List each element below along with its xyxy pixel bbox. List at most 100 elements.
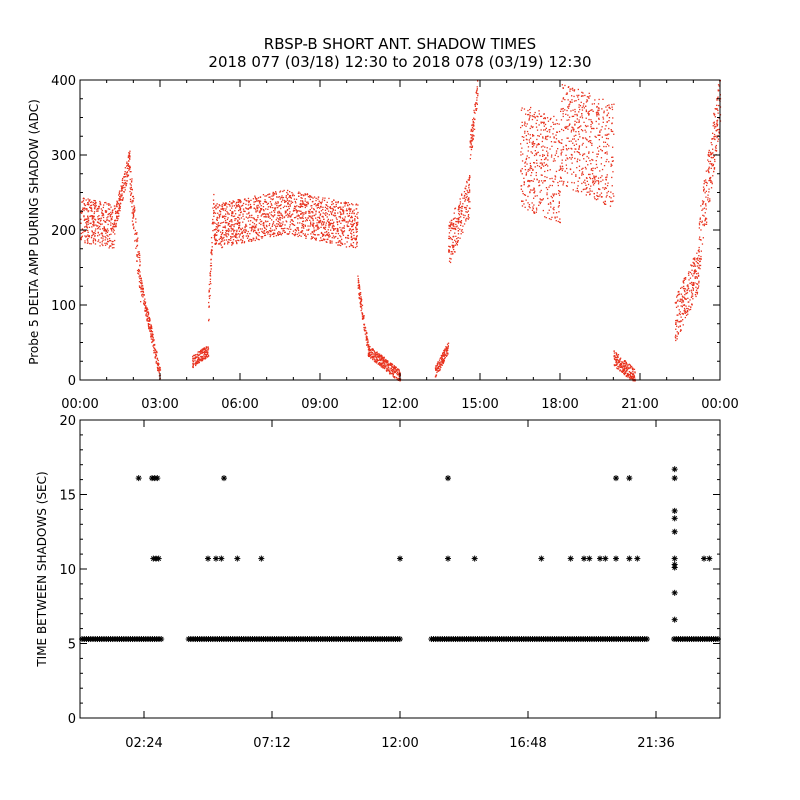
amplitude-point [301, 213, 303, 215]
amplitude-point [712, 132, 714, 134]
amplitude-point [226, 210, 228, 213]
amplitude-point [605, 176, 607, 179]
amplitude-point [238, 200, 240, 202]
amplitude-point [286, 199, 289, 201]
amplitude-point [304, 217, 307, 219]
amplitude-point [705, 223, 708, 225]
amplitude-point [284, 201, 286, 203]
amplitude-point [120, 194, 122, 196]
amplitude-point [81, 201, 84, 203]
amplitude-point [336, 230, 338, 232]
amplitude-point [370, 356, 372, 359]
amplitude-point [698, 285, 700, 287]
amplitude-point [222, 240, 224, 242]
amplitude-point [451, 219, 453, 221]
amplitude-point [245, 216, 247, 218]
amplitude-point [628, 363, 630, 365]
amplitude-point [335, 217, 337, 219]
amplitude-point [527, 146, 530, 148]
amplitude-point [86, 226, 88, 228]
amplitude-point [448, 245, 450, 247]
amplitude-point [347, 202, 349, 204]
amplitude-point [571, 87, 574, 89]
amplitude-point [698, 257, 701, 260]
amplitude-point [705, 208, 707, 210]
amplitude-point [366, 338, 368, 340]
amplitude-point [159, 368, 161, 371]
amplitude-point [571, 156, 573, 159]
amplitude-point [351, 216, 353, 219]
amplitude-point [470, 154, 472, 156]
amplitude-point [120, 195, 123, 197]
amplitude-point [210, 283, 212, 285]
amplitude-point [231, 236, 233, 238]
amplitude-point [682, 313, 684, 315]
amplitude-point [310, 215, 312, 217]
amplitude-point [524, 122, 526, 125]
amplitude-point [226, 236, 228, 238]
amplitude-point [143, 303, 145, 305]
amplitude-point [342, 231, 345, 233]
amplitude-point [221, 246, 224, 248]
amplitude-point [332, 209, 334, 211]
amplitude-point [540, 167, 542, 170]
amplitude-point [247, 235, 250, 238]
amplitude-point [549, 169, 551, 171]
amplitude-point [447, 352, 449, 354]
amplitude-point [296, 205, 298, 207]
amplitude-point [313, 208, 315, 210]
amplitude-point [302, 205, 304, 208]
amplitude-point [239, 211, 242, 214]
amplitude-point [353, 209, 355, 211]
amplitude-point [100, 208, 102, 210]
amplitude-point [218, 204, 220, 206]
amplitude-point [219, 224, 221, 227]
amplitude-point [591, 142, 593, 145]
amplitude-point [628, 371, 630, 373]
amplitude-point [109, 215, 111, 217]
amplitude-point [94, 200, 96, 202]
amplitude-point [230, 226, 232, 228]
amplitude-point [451, 245, 454, 247]
amplitude-point [269, 223, 271, 225]
amplitude-point [229, 201, 231, 203]
amplitude-point [698, 249, 700, 251]
amplitude-point [308, 212, 310, 214]
amplitude-point [541, 199, 544, 201]
amplitude-point [609, 205, 612, 207]
amplitude-point [629, 364, 631, 366]
amplitude-point [343, 230, 346, 232]
amplitude-point [442, 360, 444, 362]
amplitude-point [619, 359, 621, 361]
amplitude-point [125, 172, 127, 174]
amplitude-point [546, 147, 548, 149]
amplitude-point [277, 233, 279, 235]
amplitude-point [240, 238, 242, 241]
amplitude-point [396, 372, 398, 375]
amplitude-point [287, 233, 289, 235]
amplitude-point [577, 88, 579, 91]
amplitude-point [158, 366, 160, 368]
amplitude-point [545, 163, 548, 166]
amplitude-point [262, 222, 264, 225]
amplitude-point [566, 119, 568, 121]
amplitude-point [455, 228, 457, 231]
amplitude-point [107, 230, 109, 232]
amplitude-point [308, 210, 311, 213]
amplitude-point [338, 221, 340, 223]
amplitude-point [320, 223, 323, 225]
amplitude-point [144, 307, 146, 309]
amplitude-point [232, 200, 234, 202]
amplitude-point [449, 246, 451, 248]
amplitude-point [278, 231, 280, 233]
amplitude-point [231, 242, 233, 244]
amplitude-point [702, 202, 704, 204]
amplitude-point [540, 133, 542, 135]
amplitude-point [309, 195, 311, 197]
amplitude-point [235, 207, 237, 209]
amplitude-point [529, 191, 531, 194]
amplitude-point [456, 238, 458, 240]
amplitude-point [309, 219, 311, 221]
amplitude-point [602, 187, 604, 189]
amplitude-point [301, 227, 303, 229]
